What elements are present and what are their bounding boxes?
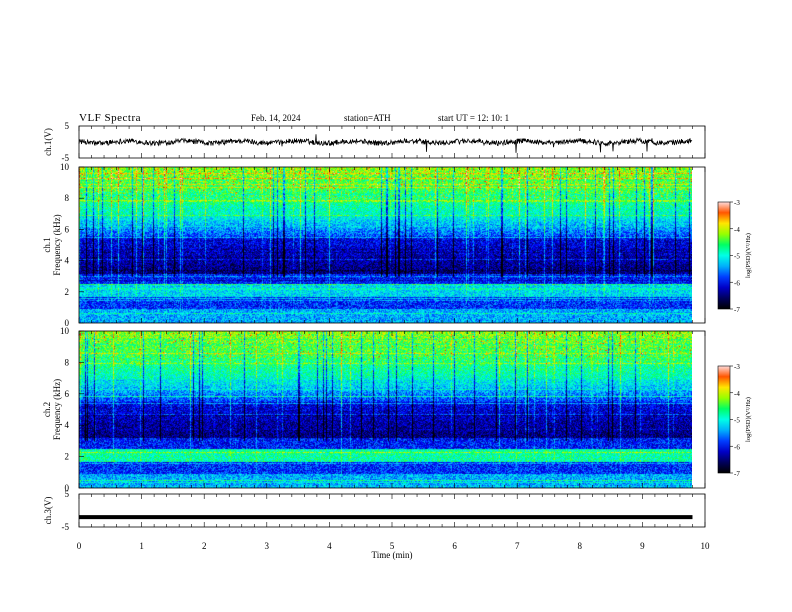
- panel-ch2-spectrogram: [78, 330, 706, 489]
- ytick-label: 10: [60, 326, 70, 336]
- axis-label-line: ch.2: [42, 402, 52, 417]
- ytick-label: 5: [65, 489, 70, 499]
- colorbar-ch2-spectrogram: -3 -4 -5 -6 -7 log(PSD)(V²/Hz): [717, 363, 752, 478]
- xtick-label: 9: [640, 541, 645, 551]
- colorbar-tick-label: -6: [734, 443, 740, 451]
- ytick-label: 0: [65, 483, 70, 493]
- colorbar-bar: [717, 201, 731, 310]
- xtick-label: 4: [327, 541, 332, 551]
- xtick-label: 5: [390, 541, 395, 551]
- xaxis-label: Time (min): [372, 550, 413, 560]
- station-label: station=ATH: [344, 113, 391, 123]
- ytick-label: 4: [65, 256, 70, 266]
- xticks-ch2-spectrogram: [78, 331, 706, 488]
- colorbar-tick-label: -5: [734, 253, 740, 261]
- ylabel-ch3-waveform: ch.3(V): [43, 497, 53, 525]
- ytick-label: 0: [65, 318, 70, 328]
- colorbar-tick-label: -5: [734, 417, 740, 425]
- axis-label-line: ch.1(V): [43, 128, 53, 156]
- xticks-ch1-spectrogram: [78, 167, 706, 323]
- xtick-label: 10: [701, 541, 711, 551]
- ytick-label: 8: [65, 193, 70, 203]
- xtick-label: 0: [77, 541, 82, 551]
- xtick-label: 1: [139, 541, 144, 551]
- signal-trace: [78, 134, 693, 153]
- ylabel-ch2-spectrogram: ch.2 Frequency (kHz): [42, 379, 62, 440]
- colorbar-tick-label: -3: [734, 199, 740, 207]
- xticks-ch1-waveform: [78, 126, 706, 158]
- ylabel-ch1-waveform: ch.1(V): [43, 128, 53, 156]
- xtick-label: 2: [202, 541, 207, 551]
- axis-label-line: ch.3(V): [43, 497, 53, 525]
- colorbar-tick-label: -4: [734, 390, 740, 398]
- colorbar-tick-label: -6: [734, 279, 740, 287]
- xtick-label: 3: [265, 541, 270, 551]
- colorbar-ch1-spectrogram: -3 -4 -5 -6 -7 log(PSD)(V²/Hz): [717, 199, 752, 314]
- ytick-label: 4: [65, 420, 70, 430]
- date-label: Feb. 14, 2024: [251, 113, 301, 123]
- ytick-label: 2: [65, 287, 70, 297]
- colorbar-tick-label: -3: [734, 363, 740, 371]
- colorbar-label: log(PSD)(V²/Hz): [745, 397, 752, 442]
- colorbar-tick-label: -7: [734, 306, 740, 314]
- colorbar-label: log(PSD)(V²/Hz): [745, 233, 752, 278]
- axis-label-line: ch.1: [42, 237, 52, 252]
- colorbar-tick-label: -4: [734, 226, 740, 234]
- panel-ch1-spectrogram: [78, 166, 706, 324]
- x-axis: 0 1 2 3 4 5 6 7 8 9 10 Time (min): [77, 541, 710, 560]
- ytick-label: -5: [62, 153, 70, 163]
- figure-title: VLF Spectra: [79, 112, 142, 124]
- ytick-label: 6: [65, 389, 70, 399]
- xtick-label: 6: [452, 541, 457, 551]
- xticks-ch3-waveform: [78, 494, 706, 527]
- ytick-label: 8: [65, 357, 70, 367]
- ytick-label: 10: [60, 162, 70, 172]
- axis-label-line: Frequency (kHz): [52, 379, 62, 440]
- axis-label-line: Frequency (kHz): [52, 214, 62, 275]
- ytick-label: -5: [62, 522, 70, 532]
- spectrogram-image: [79, 167, 692, 323]
- xtick-label: 8: [578, 541, 583, 551]
- colorbar-bar: [717, 365, 731, 474]
- start-time-label: start UT = 12: 10: 1: [438, 113, 510, 123]
- ylabel-ch1-spectrogram: ch.1 Frequency (kHz): [42, 214, 62, 275]
- ytick-label: 2: [65, 452, 70, 462]
- spectrogram-image: [79, 331, 692, 488]
- xtick-label: 7: [515, 541, 520, 551]
- ytick-label: 5: [65, 121, 70, 131]
- colorbar-tick-label: -7: [734, 470, 740, 478]
- ytick-label: 6: [65, 224, 70, 234]
